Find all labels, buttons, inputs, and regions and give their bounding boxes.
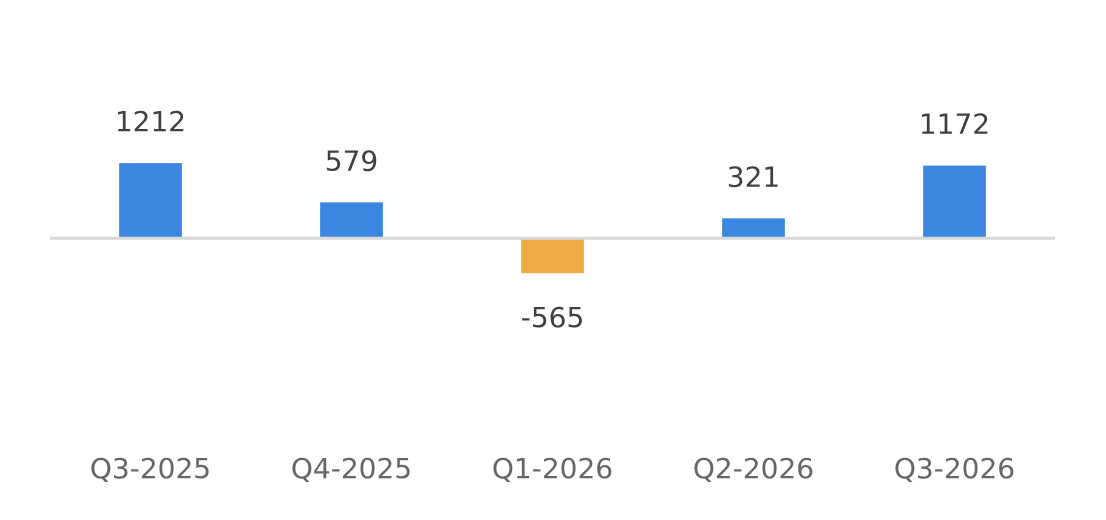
x-tick-label: Q4-2025 — [291, 452, 412, 485]
bar — [119, 163, 182, 239]
value-label: 1212 — [115, 105, 186, 138]
value-label: 579 — [325, 144, 378, 177]
bar — [722, 218, 785, 239]
x-tick-label: Q1-2026 — [492, 452, 613, 485]
bar — [923, 165, 986, 239]
value-label: -565 — [521, 301, 585, 334]
x-tick-label: Q3-2025 — [90, 452, 211, 485]
bar — [320, 202, 383, 239]
x-tick-label: Q2-2026 — [693, 452, 814, 485]
value-label: 1172 — [919, 108, 990, 141]
x-tick-label: Q3-2026 — [894, 452, 1015, 485]
bar — [521, 238, 584, 274]
value-label: 321 — [727, 160, 780, 193]
